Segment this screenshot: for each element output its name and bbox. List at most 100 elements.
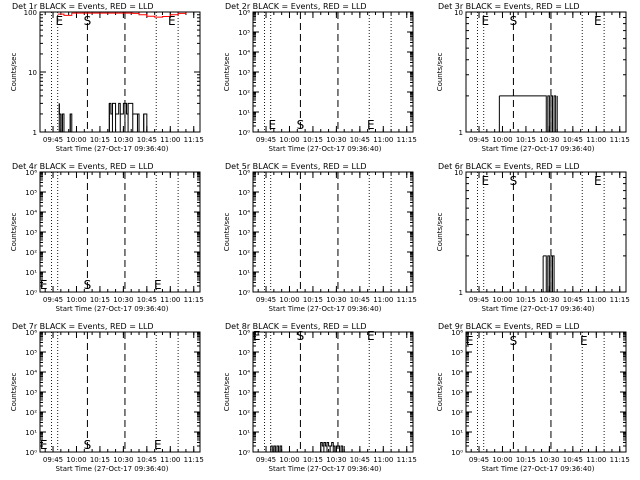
panel-det-2r: Det 2r BLACK = Events, RED = LLD Counts/s… — [223, 2, 417, 153]
x-tick-label: 10:30 — [539, 136, 559, 144]
event-marker-label: S — [297, 118, 305, 132]
x-tick-label: 09:45 — [43, 456, 63, 464]
y-tick-label: 10⁶ — [238, 329, 250, 337]
event-marker-label: S — [84, 278, 92, 292]
series-events — [543, 255, 555, 293]
x-tick-label: 10:45 — [563, 296, 583, 304]
x-axis-label: Start Time (27-Oct-17 09:36:40) — [269, 305, 382, 313]
y-tick-label: 1 — [459, 289, 463, 297]
x-tick-label: 10:15 — [516, 296, 536, 304]
x-tick-label: 09:45 — [469, 456, 489, 464]
panel-title: Det 8r BLACK = Events, RED = LLD — [225, 322, 367, 331]
x-tick-label: 11:15 — [610, 456, 630, 464]
y-tick-label: 10¹ — [451, 429, 463, 437]
x-tick-label: 10:30 — [113, 456, 133, 464]
x-tick-label: 11:15 — [397, 296, 417, 304]
y-tick-label: 10² — [25, 409, 37, 417]
event-marker-label: E — [268, 118, 276, 132]
y-axis-label: Counts/sec — [10, 53, 18, 92]
event-marker-label: E — [55, 14, 63, 28]
x-tick-label: 11:15 — [184, 136, 204, 144]
panel-title: Det 2r BLACK = Events, RED = LLD — [225, 2, 367, 11]
panel-det-6r: Det 6r BLACK = Events, RED = LLD Counts/s… — [436, 162, 630, 313]
x-axis-label: Start Time (27-Oct-17 09:36:40) — [56, 145, 169, 153]
x-tick-label: 09:45 — [256, 136, 276, 144]
x-tick-label: 10:45 — [563, 136, 583, 144]
y-tick-label: 100 — [24, 9, 37, 17]
panel-det-3r: Det 3r BLACK = Events, RED = LLD Counts/s… — [436, 2, 630, 153]
x-tick-label: 10:00 — [492, 456, 512, 464]
y-tick-label: 10³ — [238, 389, 250, 397]
x-tick-label: 10:00 — [279, 296, 299, 304]
x-tick-label: 11:00 — [373, 456, 393, 464]
y-axis-label: Counts/sec — [436, 373, 444, 412]
x-tick-label: 11:00 — [586, 296, 606, 304]
x-tick-label: 09:45 — [256, 296, 276, 304]
y-tick-label: 10⁰ — [238, 129, 250, 137]
y-tick-label: 1 — [33, 129, 37, 137]
y-tick-label: 10⁴ — [25, 369, 37, 377]
y-tick-label: 10³ — [238, 229, 250, 237]
panel-det-9r: Det 9r BLACK = Events, RED = LLD Counts/s… — [436, 322, 630, 473]
x-tick-label: 10:15 — [90, 456, 110, 464]
x-tick-label: 11:15 — [397, 456, 417, 464]
x-tick-label: 10:30 — [539, 456, 559, 464]
y-tick-label: 10⁶ — [25, 169, 37, 177]
x-tick-label: 10:00 — [492, 296, 512, 304]
y-tick-label: 10¹ — [238, 429, 250, 437]
event-marker-label: E — [40, 438, 48, 452]
x-tick-label: 10:30 — [326, 136, 346, 144]
y-tick-label: 10⁵ — [25, 189, 37, 197]
y-tick-label: 10 — [454, 9, 463, 17]
y-tick-label: 10⁵ — [238, 189, 250, 197]
panel-det-1r: Det 1r BLACK = Events, RED = LLD Counts/s… — [10, 2, 204, 153]
x-tick-label: 10:45 — [350, 136, 370, 144]
y-tick-label: 10⁵ — [451, 349, 463, 357]
x-tick-label: 09:45 — [469, 296, 489, 304]
x-tick-label: 10:00 — [66, 136, 86, 144]
panel-title: Det 4r BLACK = Events, RED = LLD — [12, 162, 154, 171]
event-marker-label: E — [594, 14, 602, 28]
event-marker-label: S — [510, 174, 518, 188]
event-marker-label: E — [154, 278, 162, 292]
y-tick-label: 10⁴ — [238, 369, 250, 377]
panel-title: Det 6r BLACK = Events, RED = LLD — [438, 162, 580, 171]
x-axis-label: Start Time (27-Oct-17 09:36:40) — [482, 465, 595, 473]
x-tick-label: 10:00 — [279, 136, 299, 144]
x-tick-label: 10:15 — [90, 136, 110, 144]
x-tick-label: 11:15 — [610, 136, 630, 144]
event-marker-label: S — [84, 14, 92, 28]
y-tick-label: 10⁴ — [25, 209, 37, 217]
x-tick-label: 10:15 — [516, 456, 536, 464]
x-tick-label: 10:45 — [563, 456, 583, 464]
x-tick-label: 11:00 — [586, 456, 606, 464]
y-tick-label: 10² — [25, 249, 37, 257]
x-tick-label: 10:45 — [137, 296, 157, 304]
panel-title: Det 1r BLACK = Events, RED = LLD — [12, 2, 154, 11]
event-marker-label: S — [84, 438, 92, 452]
x-tick-label: 10:00 — [279, 456, 299, 464]
panel-det-7r: Det 7r BLACK = Events, RED = LLD Counts/s… — [10, 322, 204, 473]
x-tick-label: 11:15 — [184, 296, 204, 304]
event-marker-label: E — [168, 14, 176, 28]
y-tick-label: 10² — [238, 249, 250, 257]
x-tick-label: 09:45 — [256, 456, 276, 464]
y-axis-label: Counts/sec — [436, 53, 444, 92]
x-axis-label: Start Time (27-Oct-17 09:36:40) — [269, 465, 382, 473]
y-tick-label: 10³ — [25, 229, 37, 237]
x-tick-label: 10:00 — [492, 136, 512, 144]
y-axis-label: Counts/sec — [223, 213, 231, 252]
y-tick-label: 10⁵ — [238, 349, 250, 357]
y-axis-label: Counts/sec — [223, 53, 231, 92]
event-marker-label: E — [253, 329, 261, 343]
x-tick-label: 11:15 — [397, 136, 417, 144]
y-tick-label: 10² — [238, 409, 250, 417]
series-lld — [57, 12, 187, 18]
y-tick-label: 10⁶ — [238, 9, 250, 17]
y-tick-label: 10³ — [451, 389, 463, 397]
x-tick-label: 11:00 — [373, 296, 393, 304]
event-marker-label: E — [367, 118, 375, 132]
x-tick-label: 11:00 — [160, 296, 180, 304]
x-tick-label: 10:15 — [303, 456, 323, 464]
